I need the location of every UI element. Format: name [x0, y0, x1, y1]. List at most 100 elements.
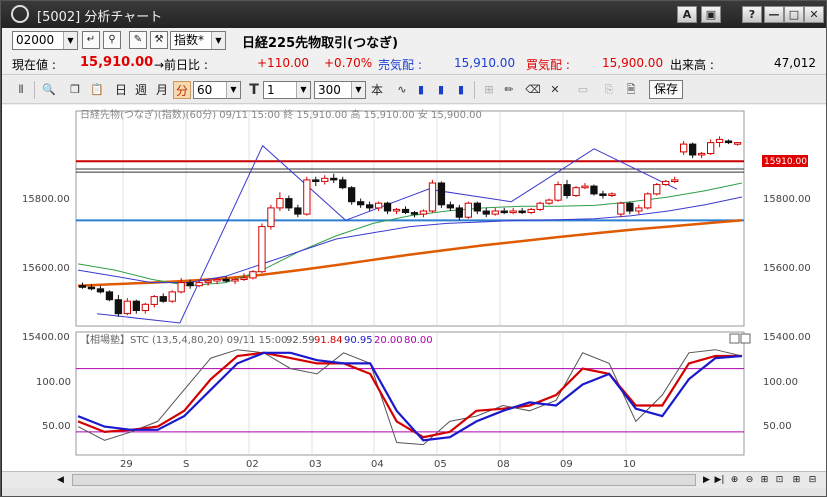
candle-body — [644, 193, 652, 209]
candle-body — [680, 143, 688, 153]
chart-canvas[interactable]: 日経先物(つなぎ)(指数)(60分) 09/11 15:00 終 15,910.… — [2, 105, 826, 471]
candle-body — [267, 207, 275, 228]
candle-body — [473, 202, 482, 212]
current-value: 15,910.00 — [80, 55, 154, 70]
close-button[interactable]: ✕ — [804, 6, 824, 23]
minute-select[interactable]: 60 ▼ — [193, 81, 241, 99]
chart-toolbar: ⫴ 🔍 ❐ 📋 日 週 月 分 60 ▼ T 1 ▼ 300 ▼ 本 ∿ — [2, 76, 826, 104]
edit-icon[interactable]: ✎ — [129, 31, 147, 49]
t-select[interactable]: 1 ▼ — [263, 81, 311, 99]
chevron-down-icon: ▼ — [296, 82, 310, 98]
app-logo-icon — [11, 5, 29, 23]
candle-body — [87, 286, 96, 290]
stc-y-tick-label: 50.00 — [42, 421, 71, 432]
help-button[interactable]: ? — [742, 6, 762, 23]
change-percent: +0.70% — [324, 56, 373, 70]
horizontal-scrollbar[interactable]: ◀ ▶ ▶| ⊕ ⊖ ⊞ ⊡ ⊞ ⊟ — [2, 471, 826, 488]
candle-body — [554, 184, 562, 201]
save-button[interactable]: 保存 — [649, 80, 684, 99]
candle-body — [671, 179, 679, 183]
candle-body — [662, 180, 670, 186]
stc-header-title: 【相場塾】STC (13,5,4,80,20) 09/11 15:00 — [80, 333, 287, 346]
text-tool-icon[interactable]: T — [249, 82, 259, 98]
separator — [34, 81, 35, 99]
settings-icon[interactable]: ⊟ — [808, 475, 817, 485]
minimize-panel-icon[interactable] — [729, 333, 740, 344]
index-select[interactable]: 指数* ▼ — [170, 31, 226, 50]
stc-y-tick-label: 50.00 — [763, 421, 792, 432]
period-minute-button[interactable]: 分 — [173, 81, 191, 99]
candle-body — [446, 204, 455, 209]
period-day-button[interactable]: 日 — [114, 83, 127, 97]
y-tick-label: 15800.00 — [763, 194, 811, 205]
font-size-button[interactable]: A — [677, 6, 697, 23]
candle-body — [186, 282, 194, 287]
binoculars-icon[interactable]: ⚲ — [103, 31, 121, 49]
status-bar — [2, 488, 826, 496]
ask-label: 売気配 : — [378, 58, 422, 72]
candle-body — [258, 226, 266, 273]
layout-button[interactable]: ▣ — [701, 6, 721, 23]
candle-body — [357, 201, 365, 206]
zoom-icon[interactable]: 🔍 — [42, 83, 56, 96]
fit-icon[interactable]: ⊞ — [760, 475, 769, 485]
tools-icon[interactable]: ⚒ — [150, 31, 168, 49]
candle-body — [366, 204, 374, 209]
candle-body — [150, 296, 158, 305]
volume-value: 47,012 — [774, 56, 816, 70]
scroll-right-icon[interactable]: ▶ — [703, 475, 710, 485]
candle-body — [276, 198, 284, 209]
period-month-button[interactable]: 月 — [155, 83, 168, 97]
scroll-left-icon[interactable]: ◀ — [57, 475, 64, 485]
zoom-in-icon[interactable]: ⊕ — [730, 475, 739, 485]
price-tag — [762, 155, 808, 167]
enter-icon[interactable]: ↵ — [82, 31, 100, 49]
histogram-icon[interactable]: ▮ — [457, 83, 465, 96]
candle-body — [437, 182, 446, 206]
main-panel — [76, 112, 744, 454]
expand-icon[interactable]: ⊡ — [775, 475, 784, 485]
chevron-down-icon: ▼ — [63, 32, 77, 49]
scroll-thumb[interactable] — [72, 474, 696, 486]
code-select[interactable]: 02000 ▼ — [12, 31, 78, 50]
count-value: 300 — [318, 83, 341, 97]
copy-icon[interactable]: ❐ — [70, 83, 80, 96]
candle-body — [509, 210, 517, 214]
candle-body — [383, 202, 392, 212]
x-axis: 29 S 02 03 04 05 08 09 10 — [120, 459, 636, 470]
candle-body — [330, 177, 338, 181]
zoom-out-icon[interactable]: ⊖ — [745, 475, 754, 485]
pencil-icon[interactable]: ✏ — [504, 83, 514, 96]
x-tick-label: S — [183, 459, 189, 470]
minimize-button[interactable]: — — [764, 6, 784, 23]
chevron-down-icon: ▼ — [211, 32, 225, 49]
x-tick-label: 09 — [560, 459, 573, 470]
grid-icon[interactable]: ⊞ — [484, 83, 494, 96]
eraser-icon[interactable]: ⌫ — [525, 83, 541, 96]
window-icon[interactable]: ▭ — [577, 83, 589, 96]
delete-icon[interactable]: ✕ — [550, 83, 560, 96]
candle-body — [626, 202, 634, 212]
document-icon[interactable]: 🗎 — [626, 83, 636, 96]
stc-level-high: 80.00 — [404, 335, 433, 346]
candle-body — [572, 187, 580, 196]
period-week-button[interactable]: 週 — [134, 83, 147, 97]
title-bar: [5002] 分析チャート A ▣ ? — □ ✕ — [1, 1, 826, 28]
close-panel-icon[interactable] — [740, 333, 751, 344]
count-select[interactable]: 300 ▼ — [314, 81, 366, 99]
bar-style-icon[interactable]: ⫴ — [18, 83, 24, 96]
ask-value: 15,910.00 — [454, 56, 516, 70]
volume-chart-icon[interactable]: ▮ — [437, 83, 445, 96]
clipboard-icon[interactable]: 📋 — [90, 83, 104, 96]
quote-row: 現在値 : 15,910.00 →前日比 : +110.00 +0.70% 売気… — [2, 53, 826, 75]
candle-body — [635, 207, 643, 212]
candle-body — [428, 182, 437, 212]
scroll-end-icon[interactable]: ▶| — [714, 475, 725, 485]
export-icon[interactable]: ⎘ — [604, 83, 614, 96]
maximize-button[interactable]: □ — [784, 6, 804, 23]
line-chart-icon[interactable]: ∿ — [397, 83, 407, 96]
chart-area[interactable]: 日経先物(つなぎ)(指数)(60分) 09/11 15:00 終 15,910.… — [2, 105, 826, 471]
grid-toggle-icon[interactable]: ⊞ — [792, 475, 801, 485]
bar-chart-icon[interactable]: ▮ — [417, 83, 425, 96]
candle-body — [419, 210, 428, 215]
